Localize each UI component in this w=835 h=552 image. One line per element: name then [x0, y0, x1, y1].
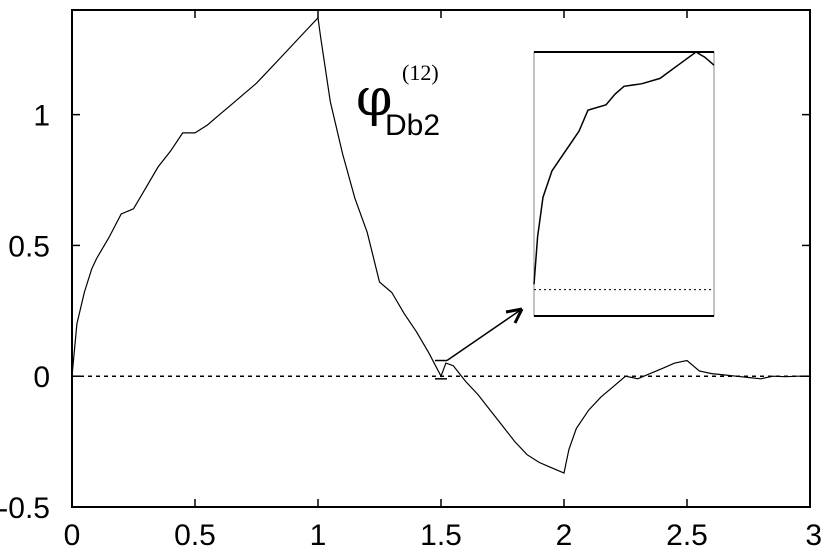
inset-box: [533, 51, 715, 317]
y-tick-label: 0.5: [8, 230, 50, 263]
y-tick-label: 1: [33, 100, 50, 133]
annotation-symbol: φ: [356, 68, 392, 128]
x-tick-label: 2: [556, 519, 573, 552]
inset-layer: [533, 51, 715, 317]
x-tick-label: 1: [310, 519, 327, 552]
zoom-arrow: [435, 307, 524, 380]
x-tick-label: 2.5: [666, 519, 708, 552]
annotation-superscript: (12): [402, 60, 439, 85]
x-tick-label: 0: [64, 519, 81, 552]
inset-curve: [533, 51, 715, 285]
x-tick-label: 0.5: [174, 519, 216, 552]
zoom-arrow-head: [505, 307, 524, 324]
y-tick-label: 0: [33, 361, 50, 394]
x-tick-label: 3: [805, 519, 822, 552]
series-line-0: [71, 16, 810, 474]
annotation-subscript: Db2: [385, 109, 440, 142]
tick-layer: 0 0.5 1 1.5 2 2.5 3 -0.5 0 0.5 1: [0, 10, 822, 552]
zoom-arrow-shaft: [446, 308, 523, 362]
curve-annotation: φ (12) Db2: [356, 60, 440, 142]
series-layer: [71, 16, 810, 474]
x-tick-label: 1.5: [420, 519, 462, 552]
y-tick-label: -0.5: [0, 492, 50, 525]
